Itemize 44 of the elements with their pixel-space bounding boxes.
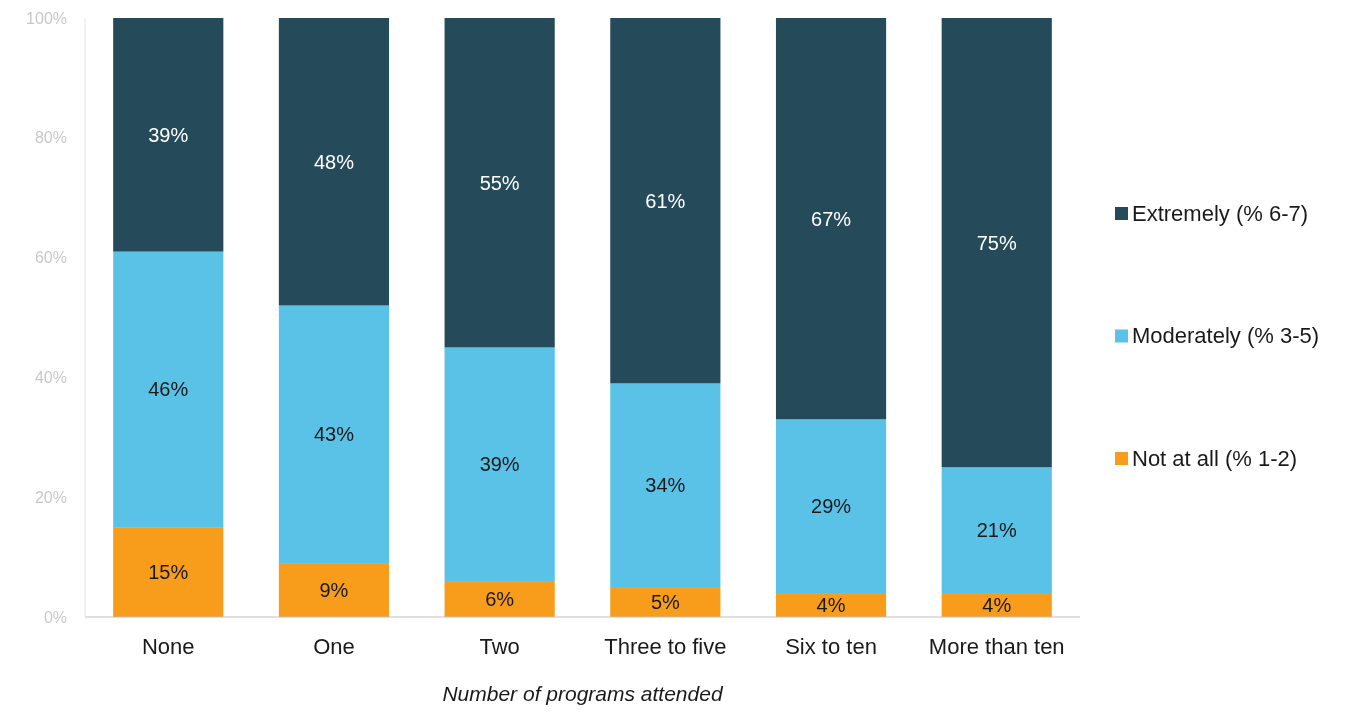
data-label: 4% (982, 594, 1012, 617)
x-tick-label: Six to ten (785, 634, 877, 659)
data-label: 9% (319, 579, 349, 602)
data-label: 67% (811, 207, 852, 230)
data-label: 75% (976, 231, 1017, 254)
bar (444, 18, 555, 348)
bar (610, 383, 721, 588)
x-tick-label: One (313, 634, 355, 659)
data-label: 34% (645, 474, 686, 497)
data-label: 55% (479, 171, 520, 194)
bar (941, 467, 1052, 594)
bar (113, 251, 224, 528)
x-tick-label: Two (479, 634, 520, 659)
bar (278, 563, 390, 617)
data-label: 15% (148, 561, 189, 584)
x-tick-label: Three to five (604, 634, 727, 659)
data-label: 43% (313, 423, 355, 446)
x-tick-label: More than ten (928, 634, 1065, 659)
bar (610, 587, 721, 617)
bar (775, 419, 887, 594)
data-label: 61% (645, 189, 686, 212)
data-label: 39% (479, 453, 520, 476)
legend-label: Moderately (% 3-5) (1132, 323, 1320, 349)
data-label: 4% (816, 594, 846, 617)
data-label: 21% (976, 519, 1017, 542)
bar (610, 18, 721, 384)
bar (278, 305, 390, 564)
data-label: 6% (485, 588, 515, 611)
bar (444, 347, 555, 582)
data-label: 48% (313, 150, 355, 173)
data-label: 39% (148, 123, 189, 146)
x-tick-label: None (141, 634, 195, 659)
data-label: 46% (148, 378, 189, 401)
data-label: 5% (650, 591, 681, 614)
legend-label: Extremely (% 6-7) (1132, 200, 1309, 226)
data-label: 29% (811, 495, 852, 518)
bar (444, 581, 555, 617)
bar (278, 18, 390, 306)
bar (113, 527, 224, 617)
x-axis-title: Number of programs attended (442, 682, 724, 705)
legend-label: Not at all (% 1-2) (1132, 445, 1298, 471)
bar (113, 18, 224, 252)
bar (941, 18, 1052, 468)
bar (775, 18, 887, 420)
